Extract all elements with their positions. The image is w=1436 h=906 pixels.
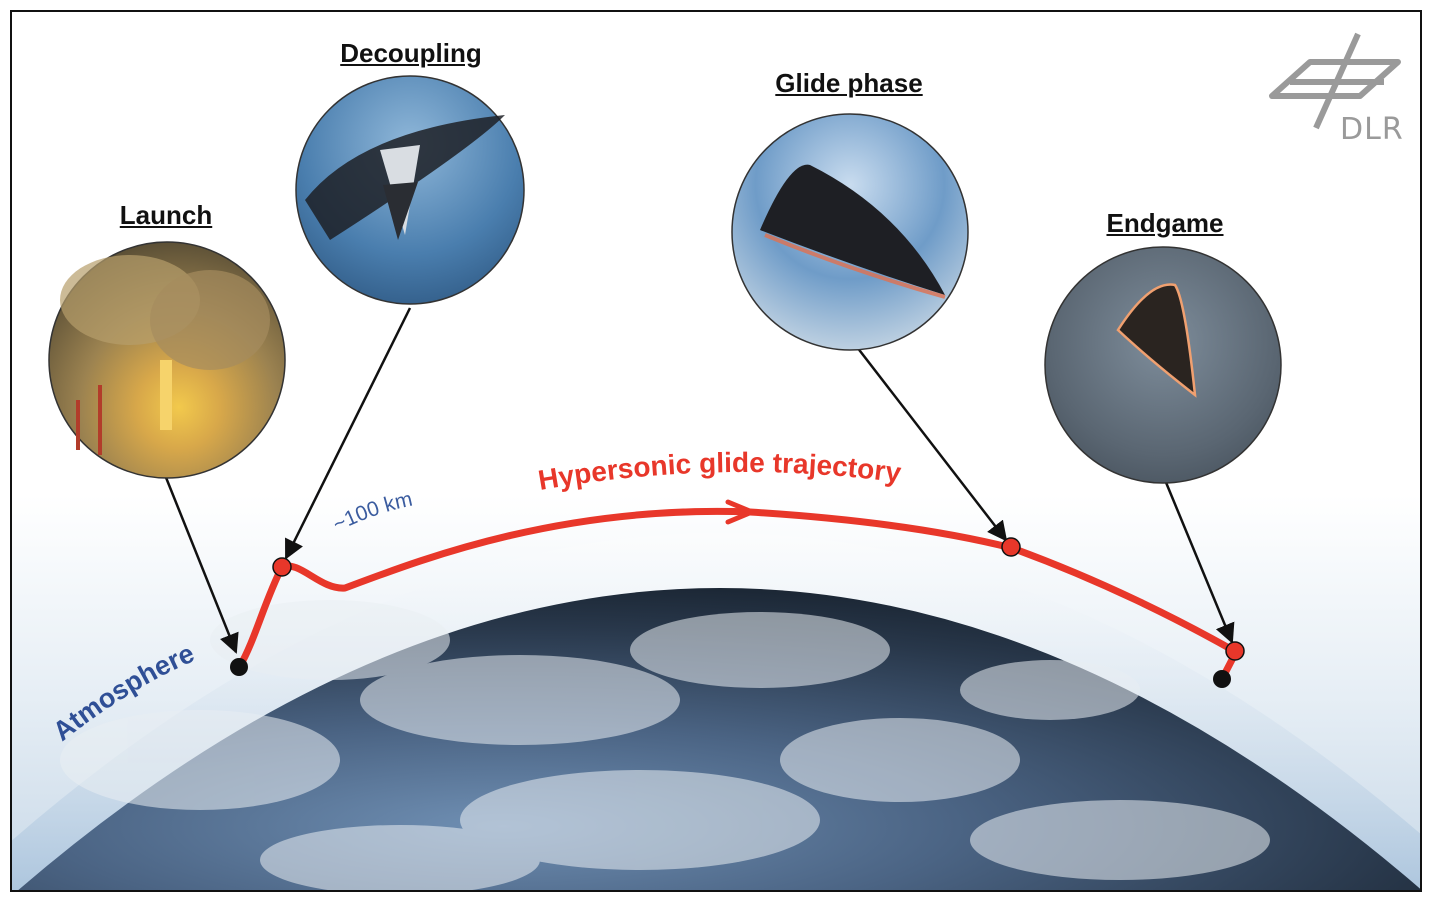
endgame-pointer-line bbox=[1163, 479, 1235, 644]
endgame-point-marker bbox=[1225, 641, 1245, 661]
trajectory-direction-arrow bbox=[725, 499, 755, 525]
glide-phase-photo bbox=[731, 113, 969, 351]
glide-phase-pointer-line bbox=[849, 337, 1008, 542]
decoupling-point-marker bbox=[272, 557, 292, 577]
launch-point-marker bbox=[230, 658, 248, 676]
earth-clouds bbox=[60, 600, 1270, 890]
phase-title-glide-phase: Glide phase bbox=[775, 68, 923, 98]
launch-photo bbox=[48, 241, 286, 479]
glide-point-marker bbox=[1001, 537, 1021, 557]
launch-pointer-line bbox=[163, 474, 239, 654]
impact-point-marker bbox=[1213, 670, 1231, 688]
dlr-logo-icon bbox=[1269, 32, 1401, 130]
phase-title-launch: Launch bbox=[119, 200, 213, 230]
decoupling-pointer-line bbox=[284, 307, 412, 560]
dlr-logo-text: DLR bbox=[1340, 112, 1404, 147]
decoupling-photo bbox=[295, 75, 525, 305]
phase-title-decoupling: Decoupling bbox=[340, 38, 482, 68]
phase-title-endgame: Endgame bbox=[1106, 208, 1224, 238]
endgame-photo bbox=[1044, 246, 1282, 484]
